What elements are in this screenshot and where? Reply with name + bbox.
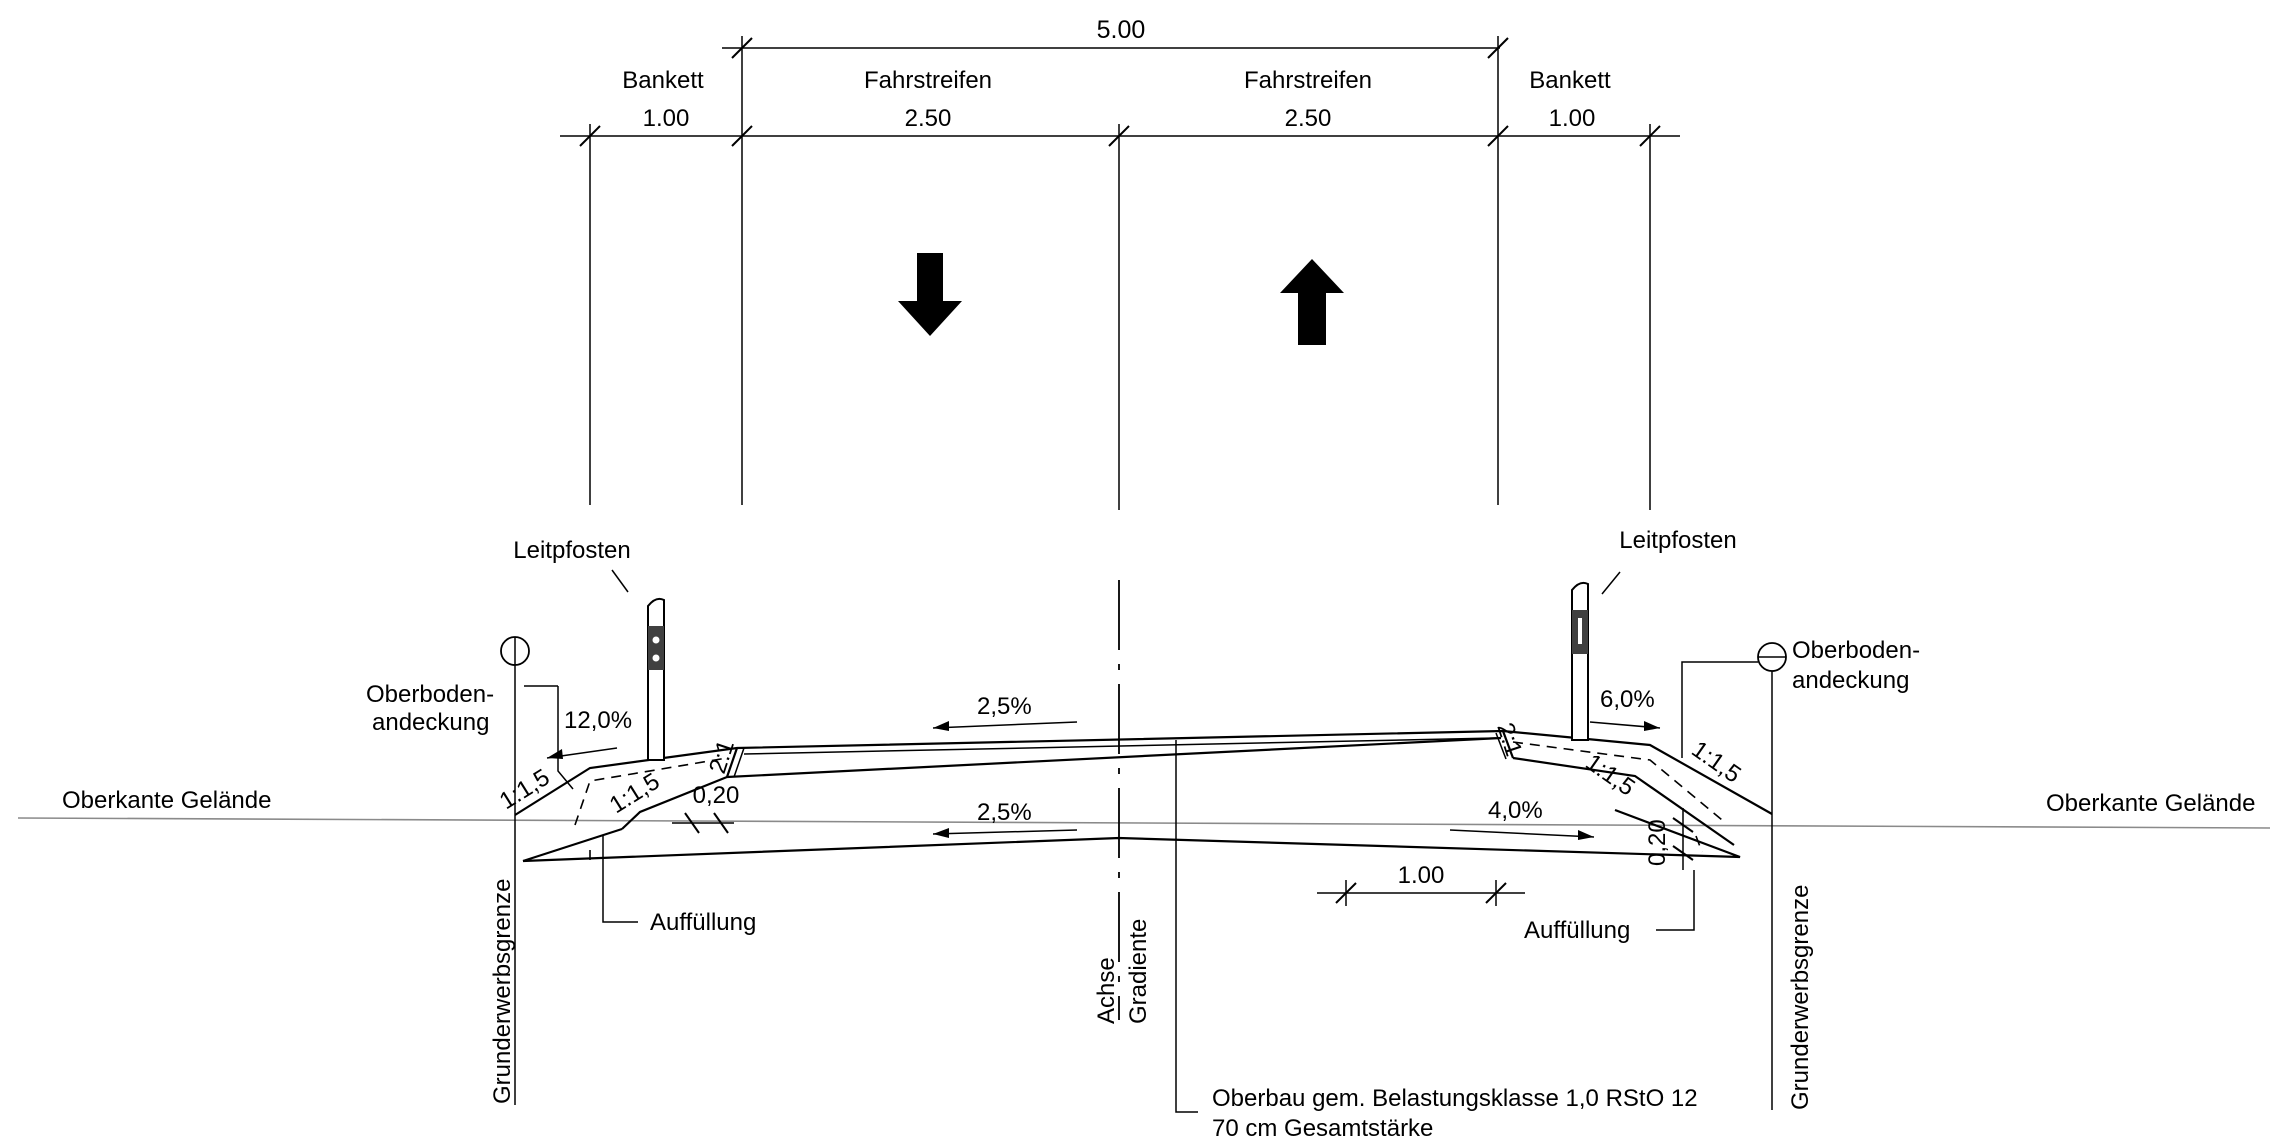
oberboden-right-label-1: Oberboden- <box>1792 637 1920 664</box>
thickness-right-dimension-lines <box>1672 808 1694 870</box>
grunderwerb-left-label: Grunderwerbsgrenze <box>489 879 516 1104</box>
grunderwerb-right-label: Grunderwerbsgrenze <box>1787 885 1814 1110</box>
achse-label: Achse <box>1093 957 1120 1024</box>
ground-label-right: Oberkante Gelände <box>2046 790 2255 817</box>
thickness-left-dimension-lines <box>672 812 734 834</box>
oberboden-left-label-1: Oberboden- <box>366 681 494 708</box>
slope-edge-left: 2:1 <box>704 737 740 777</box>
oberbau-leader <box>1175 740 1198 1113</box>
auffuellung-left-leader <box>602 836 638 923</box>
slope-arrow-surface <box>932 721 1078 731</box>
slope-arrow-bankett-left <box>546 747 618 759</box>
slope-embankment-right-outer: 1:1,5 <box>1687 736 1746 789</box>
slope-formation-right: 4,0% <box>1488 797 1543 824</box>
lane-right-label: Fahrstreifen <box>1244 67 1372 94</box>
leitpfosten-right-label: Leitpfosten <box>1619 527 1736 554</box>
gradiente-label: Gradiente <box>1125 919 1152 1024</box>
oberboden-right-label-2: andeckung <box>1792 667 1909 694</box>
slope-embankment-right-inner: 1:1,5 <box>1581 749 1640 802</box>
slope-surface: 2,5% <box>977 693 1032 720</box>
bankett-right-dimension: 1.00 <box>1549 105 1596 132</box>
slope-embankment-left-inner: 1:1,5 <box>605 768 665 819</box>
ground-line <box>17 817 2271 829</box>
oberbau-label-2: 70 cm Gesamtstärke <box>1212 1115 1433 1142</box>
slope-arrow-formation-left <box>932 828 1078 838</box>
slope-formation-left: 2,5% <box>977 799 1032 826</box>
auffuellung-right-label: Auffüllung <box>1524 917 1630 944</box>
leitpfosten-left <box>611 569 665 761</box>
thickness-left: 0,20 <box>693 782 740 809</box>
slope-bankett-right: 6,0% <box>1600 686 1655 713</box>
oberboden-right-leader <box>1681 661 1758 758</box>
lane-left-label: Fahrstreifen <box>864 67 992 94</box>
thickness-right: 0,20 <box>1644 819 1671 866</box>
auffuellung-left-label: Auffüllung <box>650 909 756 936</box>
ground-label-left: Oberkante Gelände <box>62 787 271 814</box>
dimension-chain <box>560 36 1680 510</box>
oberbau-label-1: Oberbau gem. Belastungsklasse 1,0 RStO 1… <box>1212 1085 1698 1112</box>
bankett-left-label: Bankett <box>622 67 704 94</box>
total-width-dimension: 5.00 <box>1097 16 1146 44</box>
slope-arrow-bankett-right <box>1589 721 1661 731</box>
auffuellung-right-leader <box>1656 870 1695 931</box>
slope-edge-right: 2:1 <box>1491 720 1527 760</box>
grunderwerb-right-marker <box>1757 642 1787 1110</box>
oberboden-left-label-2: andeckung <box>372 709 489 736</box>
bankett-right-label: Bankett <box>1529 67 1611 94</box>
road-body <box>514 729 1773 866</box>
arrow-up-icon <box>1280 259 1344 345</box>
slope-bankett-left: 12,0% <box>564 707 632 734</box>
grunderwerb-left-marker <box>500 636 530 1105</box>
leitpfosten-right <box>1571 571 1621 741</box>
lane-right-dimension: 2.50 <box>1285 105 1332 132</box>
leitpfosten-left-label: Leitpfosten <box>513 537 630 564</box>
bottom-dimension-lines <box>1317 880 1525 906</box>
arrow-down-icon <box>898 253 962 336</box>
bankett-left-dimension: 1.00 <box>643 105 690 132</box>
lane-left-dimension: 2.50 <box>905 105 952 132</box>
oberboden-left-leader <box>557 686 574 790</box>
bottom-offset-dimension: 1.00 <box>1398 862 1445 889</box>
slope-embankment-left-outer: 1:1,5 <box>495 764 555 815</box>
slope-arrow-formation-right <box>1449 829 1595 840</box>
